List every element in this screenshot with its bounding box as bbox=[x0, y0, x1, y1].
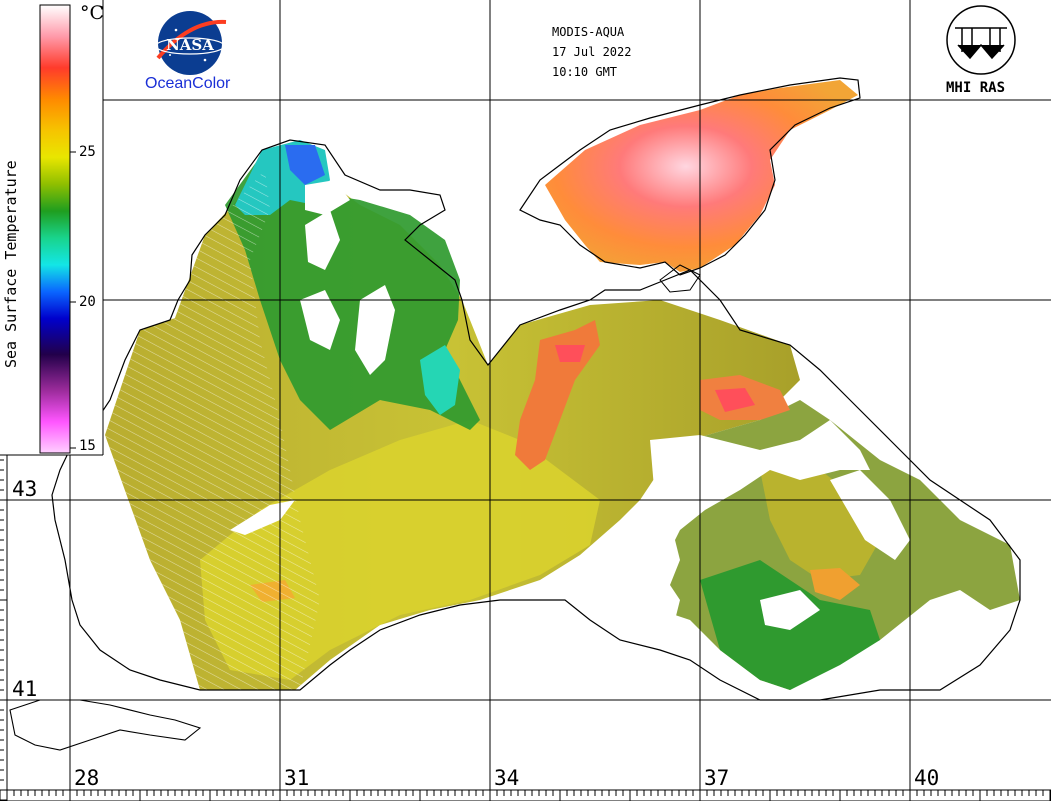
sst-azov bbox=[545, 80, 858, 272]
sst-cyan-crimea bbox=[420, 345, 460, 415]
colorbar-title: Sea Surface Temperature bbox=[2, 160, 20, 368]
mhi-ras-label: MHI RAS bbox=[946, 80, 1006, 96]
colorbar-tick-15: 15 bbox=[79, 438, 96, 454]
oceancolor-label: OceanColor bbox=[145, 75, 231, 92]
satellite-name: MODIS-AQUA bbox=[552, 25, 625, 39]
lat-label-43: 43 bbox=[12, 477, 38, 501]
image-header: MODIS-AQUA 17 Jul 2022 10:10 GMT bbox=[552, 22, 631, 82]
image-time: 10:10 GMT bbox=[552, 65, 618, 79]
sst-scanline-swath bbox=[105, 170, 320, 690]
sst-east-warm bbox=[810, 568, 860, 600]
image-date: 17 Jul 2022 bbox=[552, 45, 632, 59]
lon-label-31: 31 bbox=[284, 766, 310, 790]
sst-hot-spot-east bbox=[715, 388, 755, 412]
coastline-black-sea bbox=[51, 139, 1021, 701]
colorbar-unit: °C bbox=[80, 2, 105, 24]
lon-label-34: 34 bbox=[494, 766, 520, 790]
bottom-ruler bbox=[0, 789, 1051, 801]
nasa-logo: NASA bbox=[155, 11, 227, 75]
lon-label-40: 40 bbox=[914, 766, 940, 790]
cloud-mask-south bbox=[570, 560, 680, 650]
cloud-mask-nw-1 bbox=[300, 290, 340, 350]
lon-label-28: 28 bbox=[74, 766, 100, 790]
coastline-azov bbox=[519, 77, 861, 276]
ruler-ticks bbox=[0, 790, 1051, 801]
colorbar-tick-25: 25 bbox=[79, 144, 96, 160]
colorbar-ticks bbox=[70, 151, 76, 449]
nasa-text: NASA bbox=[166, 36, 214, 54]
sst-green-northwest bbox=[225, 150, 480, 430]
coastline-kerch bbox=[659, 264, 701, 293]
cloud-mask-nw-2 bbox=[355, 285, 395, 375]
colorbar bbox=[39, 4, 71, 454]
cloud-mask-dnieper bbox=[305, 180, 350, 215]
sst-hot-spot-central bbox=[555, 345, 585, 362]
cloud-mask-east-1 bbox=[640, 420, 870, 560]
colorbar-tick-20: 20 bbox=[79, 294, 96, 310]
lat-label-41: 41 bbox=[12, 677, 38, 701]
mhi-logo-icon bbox=[946, 5, 1016, 75]
sst-blue-coast bbox=[285, 145, 325, 185]
cloud-mask-east-2 bbox=[830, 470, 910, 560]
cloud-mask-east-3 bbox=[760, 590, 820, 630]
coastline-marmara bbox=[9, 699, 202, 751]
lon-label-37: 37 bbox=[704, 766, 730, 790]
cloud-mask-nw-3 bbox=[305, 210, 340, 270]
